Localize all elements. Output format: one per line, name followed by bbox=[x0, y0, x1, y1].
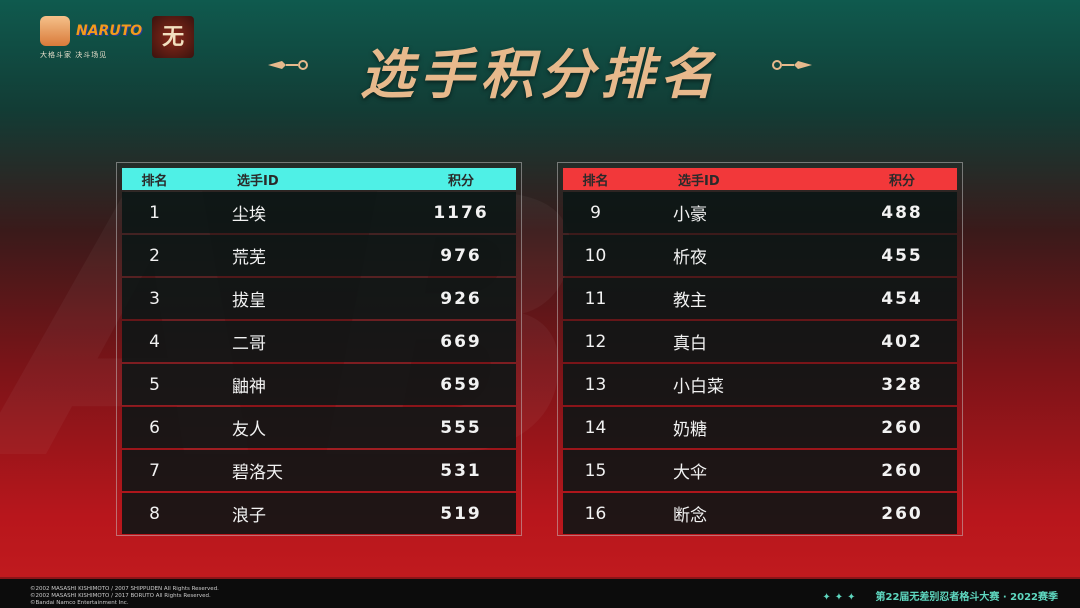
rank-cell: 1 bbox=[149, 202, 160, 223]
partner-logo: 无 bbox=[152, 16, 195, 58]
score-cell: 976 bbox=[440, 245, 482, 266]
player-cell: 大伞 bbox=[673, 463, 707, 483]
table-row: 9 小豪 488 bbox=[563, 192, 957, 233]
copyright-line: ©2002 MASASHI KISHIMOTO / 2017 BORUTO Al… bbox=[30, 593, 211, 599]
score-cell: 455 bbox=[881, 245, 923, 266]
player-cell: 荒芜 bbox=[232, 248, 266, 268]
rank-cell: 9 bbox=[590, 202, 601, 223]
stars-icon: ✦✦✦ bbox=[822, 592, 860, 603]
score-cell: 454 bbox=[881, 288, 923, 309]
ranking-table-left: 排名 选手ID 积分 1 尘埃 1176 2 荒芜 976 3 拔皇 926 4 二哥 669 5 鼬神 6… bbox=[116, 162, 522, 536]
rank-cell: 13 bbox=[584, 374, 607, 395]
rank-cell: 5 bbox=[149, 374, 160, 395]
player-cell: 鼬神 bbox=[232, 377, 266, 397]
rank-cell: 14 bbox=[584, 417, 607, 438]
table-row: 1 尘埃 1176 bbox=[122, 192, 516, 233]
table-row: 2 荒芜 976 bbox=[122, 235, 516, 276]
player-cell: 断念 bbox=[673, 506, 707, 526]
table-row: 15 大伞 260 bbox=[563, 450, 957, 491]
player-cell: 尘埃 bbox=[232, 205, 266, 225]
rank-cell: 10 bbox=[584, 245, 607, 266]
rank-cell: 12 bbox=[584, 331, 607, 352]
season-label: ✦✦✦ 第22届无差别忍者格斗大赛 · 2022赛季 bbox=[822, 588, 1058, 603]
player-cell: 小豪 bbox=[673, 205, 707, 225]
table-header: 排名 选手ID 积分 bbox=[122, 168, 516, 190]
table-row: 5 鼬神 659 bbox=[122, 364, 516, 405]
player-cell: 二哥 bbox=[232, 334, 266, 354]
table-row: 3 拔皇 926 bbox=[122, 278, 516, 319]
header-rank: 排名 bbox=[582, 173, 609, 189]
table-row: 14 奶糖 260 bbox=[563, 407, 957, 448]
rank-cell: 7 bbox=[149, 460, 160, 481]
copyright-line: ©2002 MASASHI KISHIMOTO / 2007 SHIPPUDEN… bbox=[30, 586, 219, 592]
header-player: 选手ID bbox=[678, 173, 720, 189]
score-cell: 926 bbox=[440, 288, 482, 309]
table-row: 4 二哥 669 bbox=[122, 321, 516, 362]
ranking-table-right: 排名 选手ID 积分 9 小豪 488 10 析夜 455 11 教主 454 12 真白 402 13… bbox=[557, 162, 963, 536]
game-avatar-logo bbox=[40, 16, 70, 46]
table-row: 12 真白 402 bbox=[563, 321, 957, 362]
table-row: 7 碧洛天 531 bbox=[122, 450, 516, 491]
score-cell: 488 bbox=[881, 202, 923, 223]
score-cell: 1176 bbox=[433, 202, 489, 223]
header-score: 积分 bbox=[888, 173, 915, 189]
tagline: 大格斗家 决斗场见 bbox=[40, 51, 108, 59]
rank-cell: 15 bbox=[584, 460, 607, 481]
logos: NARUTO 大格斗家 决斗场见 无 bbox=[40, 16, 195, 60]
kunai-left-icon bbox=[268, 60, 308, 70]
rank-cell: 2 bbox=[149, 245, 160, 266]
player-cell: 碧洛天 bbox=[232, 463, 283, 483]
rank-cell: 3 bbox=[149, 288, 160, 309]
table-row: 11 教主 454 bbox=[563, 278, 957, 319]
score-cell: 260 bbox=[881, 417, 923, 438]
player-cell: 友人 bbox=[232, 420, 266, 440]
score-cell: 669 bbox=[440, 331, 482, 352]
score-cell: 659 bbox=[440, 374, 482, 395]
player-cell: 教主 bbox=[673, 291, 707, 311]
player-cell: 拔皇 bbox=[232, 291, 266, 311]
header-rank: 排名 bbox=[141, 173, 168, 189]
score-cell: 260 bbox=[881, 503, 923, 524]
page-title: 选手积分排名 bbox=[360, 43, 720, 106]
table-row: 6 友人 555 bbox=[122, 407, 516, 448]
player-cell: 奶糖 bbox=[673, 420, 707, 440]
header-player: 选手ID bbox=[237, 173, 279, 189]
kunai-right-icon bbox=[772, 60, 812, 70]
footer: ©2002 MASASHI KISHIMOTO / 2007 SHIPPUDEN… bbox=[0, 577, 1080, 608]
score-cell: 531 bbox=[440, 460, 482, 481]
player-cell: 析夜 bbox=[673, 248, 707, 268]
naruto-logo: NARUTO bbox=[76, 23, 143, 39]
player-cell: 小白菜 bbox=[673, 377, 724, 397]
score-cell: 328 bbox=[881, 374, 923, 395]
player-cell: 浪子 bbox=[232, 506, 266, 526]
table-header: 排名 选手ID 积分 bbox=[563, 168, 957, 190]
table-row: 10 析夜 455 bbox=[563, 235, 957, 276]
rank-cell: 11 bbox=[584, 288, 607, 309]
player-cell: 真白 bbox=[673, 334, 707, 354]
rank-cell: 4 bbox=[149, 331, 160, 352]
rank-cell: 16 bbox=[584, 503, 607, 524]
score-cell: 519 bbox=[440, 503, 482, 524]
table-row: 16 断念 260 bbox=[563, 493, 957, 534]
score-cell: 260 bbox=[881, 460, 923, 481]
rank-cell: 8 bbox=[149, 503, 160, 524]
copyright-line: ©Bandai Namco Entertainment Inc. bbox=[30, 600, 129, 606]
score-cell: 402 bbox=[881, 331, 923, 352]
rank-cell: 6 bbox=[149, 417, 160, 438]
header-score: 积分 bbox=[447, 173, 474, 189]
season-text: 第22届无差别忍者格斗大赛 · 2022赛季 bbox=[875, 592, 1058, 603]
copyright: ©2002 MASASHI KISHIMOTO / 2007 SHIPPUDEN… bbox=[30, 586, 219, 607]
table-row: 8 浪子 519 bbox=[122, 493, 516, 534]
score-cell: 555 bbox=[440, 417, 482, 438]
table-row: 13 小白菜 328 bbox=[563, 364, 957, 405]
